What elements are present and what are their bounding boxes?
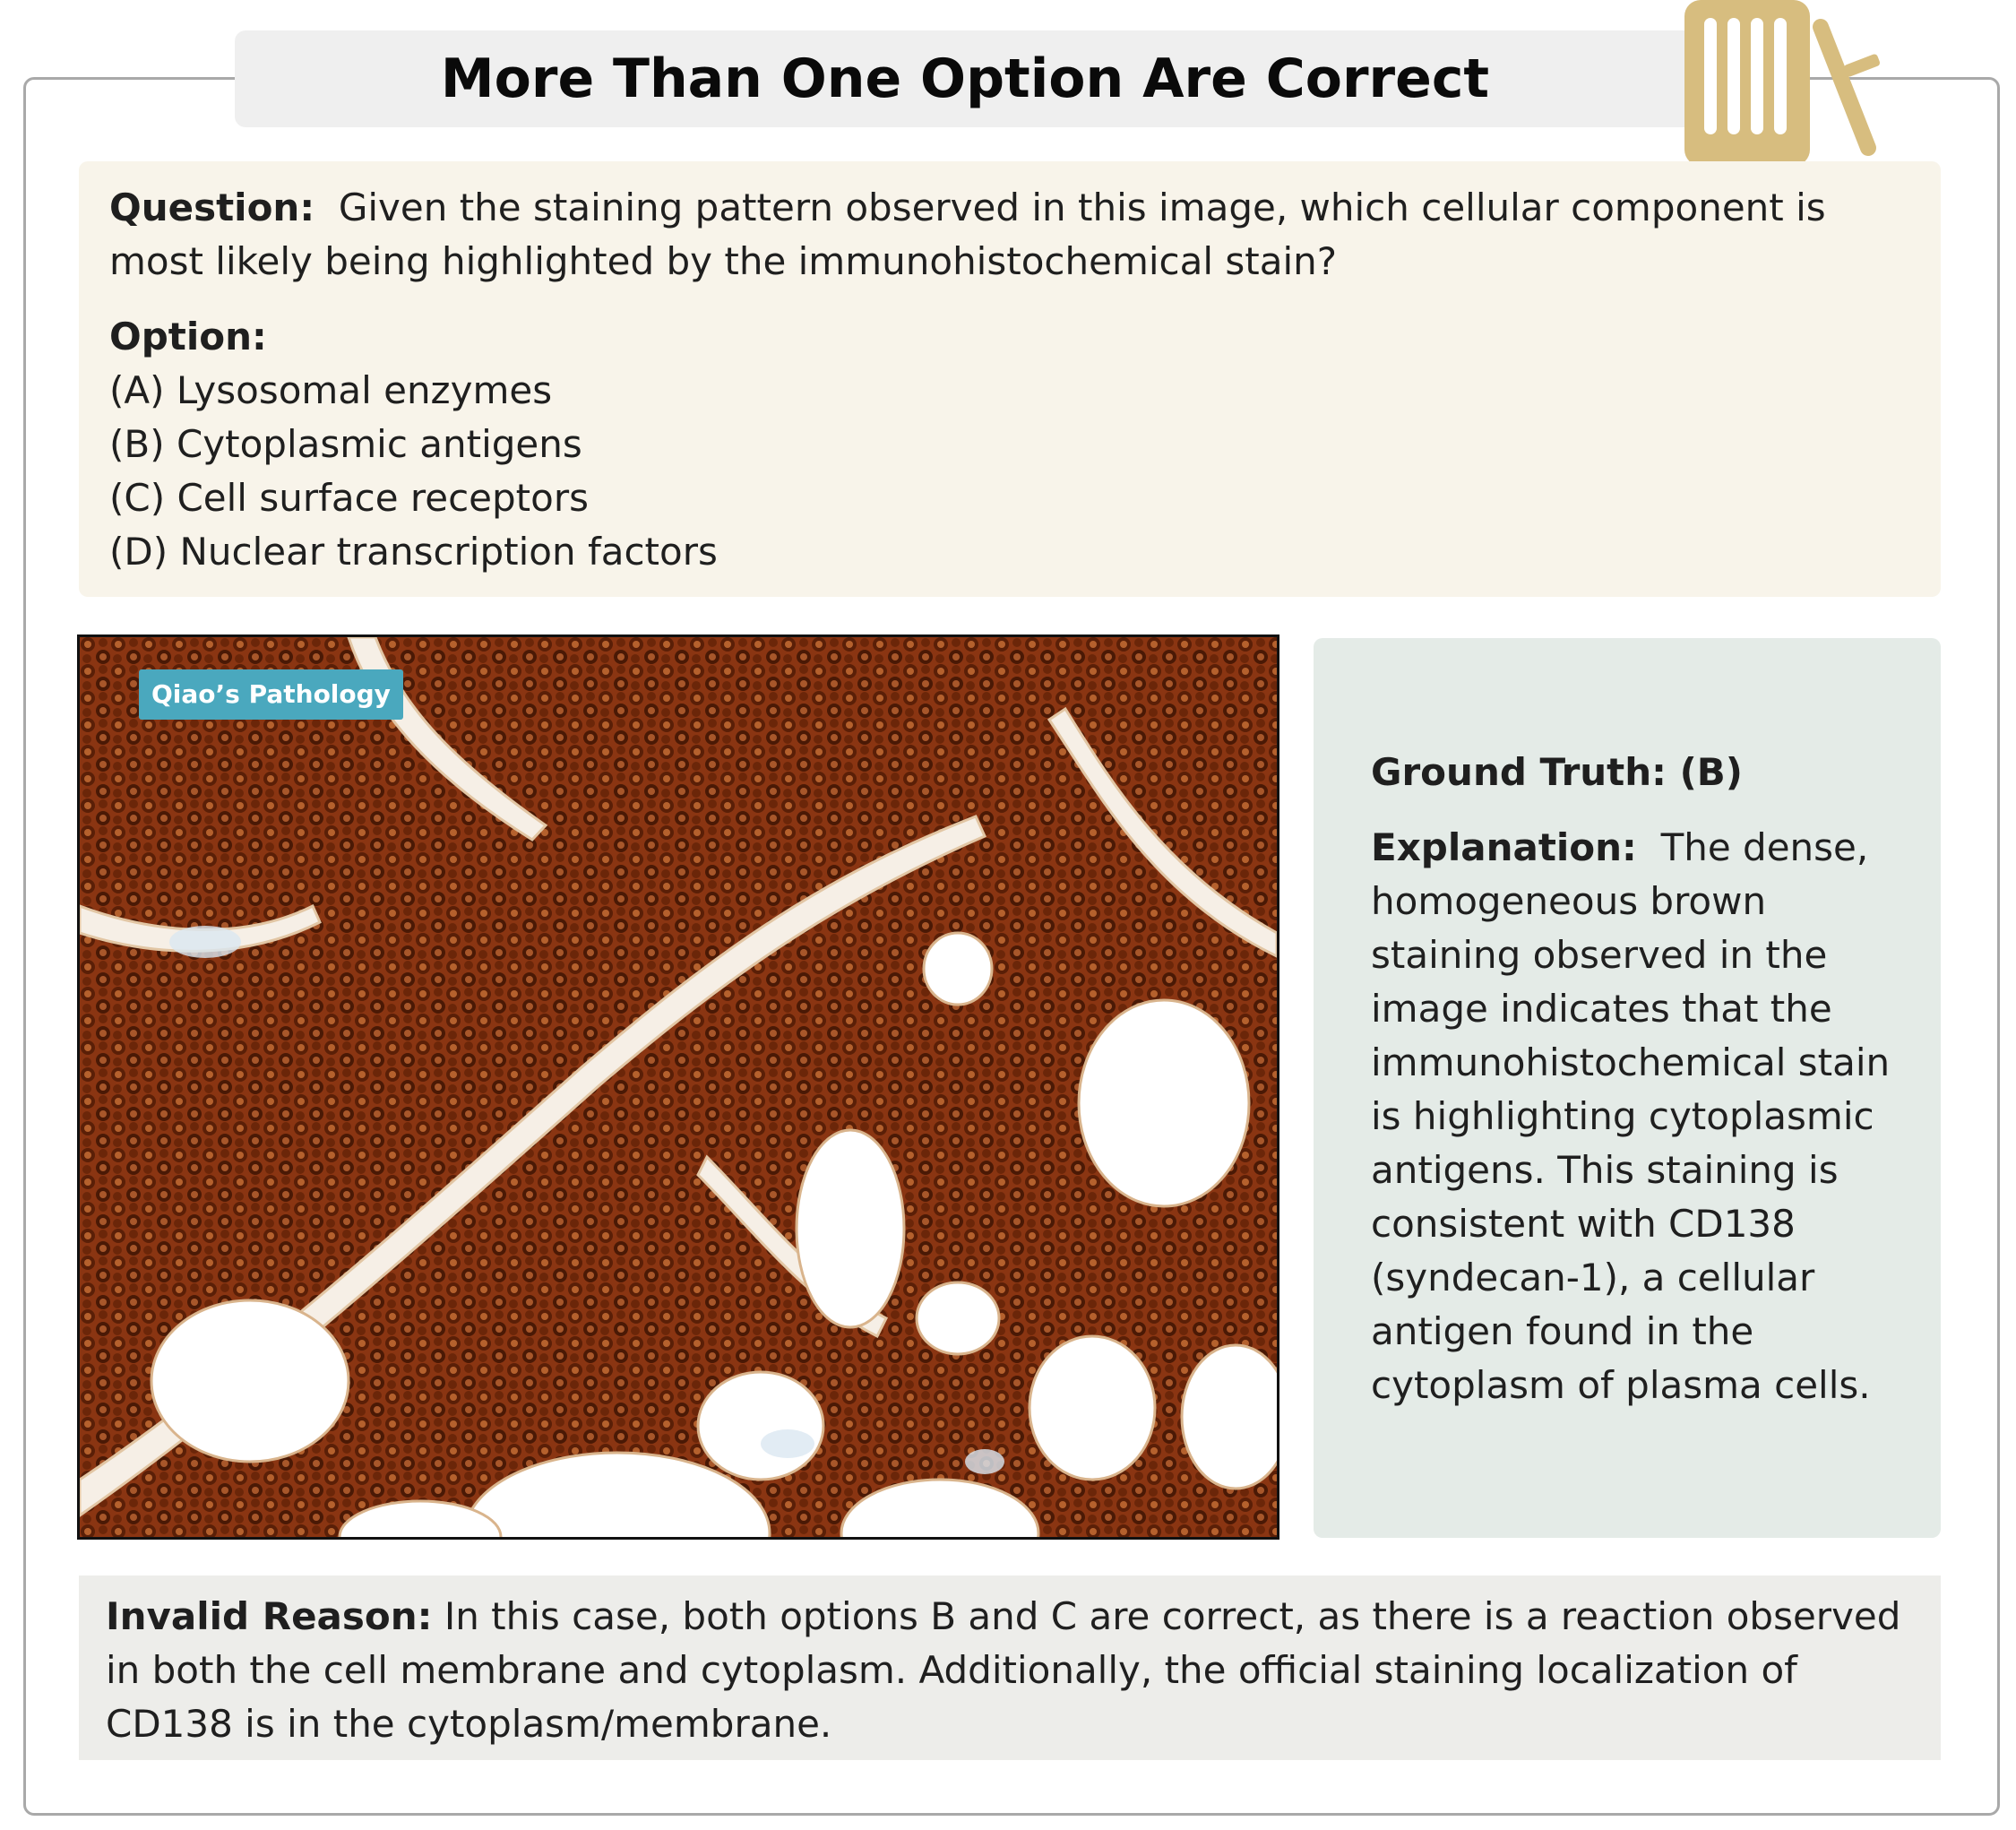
options-label: Option:: [109, 315, 267, 358]
explanation: Explanation: The dense, homogeneous brow…: [1371, 821, 1896, 1412]
question-label: Question:: [109, 186, 315, 229]
page-title: More Than One Option Are Correct: [440, 47, 1490, 110]
option-d: (D) Nuclear transcription factors: [109, 530, 718, 574]
question-body: Given the staining pattern observed in t…: [109, 186, 1826, 283]
image-watermark: Qiao’s Pathology: [139, 669, 403, 720]
invalid-reason: Invalid Reason: In this case, both optio…: [106, 1590, 1914, 1751]
question-text: Question: Given the staining pattern obs…: [109, 181, 1910, 289]
answer-panel: Ground Truth: (B) Explanation: The dense…: [1314, 638, 1941, 1538]
invalid-reason-label: Invalid Reason:: [106, 1594, 433, 1638]
question-panel: Question: Given the staining pattern obs…: [79, 161, 1941, 597]
option-b: (B) Cytoplasmic antigens: [109, 422, 582, 466]
options-list: (A) Lysosomal enzymes (B) Cytoplasmic an…: [109, 364, 1910, 579]
histology-image: Qiao’s Pathology: [77, 634, 1279, 1540]
test-tube-rack-icon: [1676, 0, 1882, 170]
option-a: (A) Lysosomal enzymes: [109, 368, 553, 412]
invalid-reason-text: In this case, both options B and C are c…: [106, 1594, 1901, 1746]
explanation-text: The dense, homogeneous brown staining ob…: [1371, 825, 1891, 1407]
explanation-label: Explanation:: [1371, 825, 1637, 869]
ground-truth: Ground Truth: (B): [1371, 750, 1743, 794]
option-c: (C) Cell surface receptors: [109, 476, 589, 520]
stained-tissue-illustration: [80, 637, 1277, 1537]
invalid-reason-panel: Invalid Reason: In this case, both optio…: [79, 1575, 1941, 1760]
title-banner: More Than One Option Are Correct: [235, 30, 1695, 127]
